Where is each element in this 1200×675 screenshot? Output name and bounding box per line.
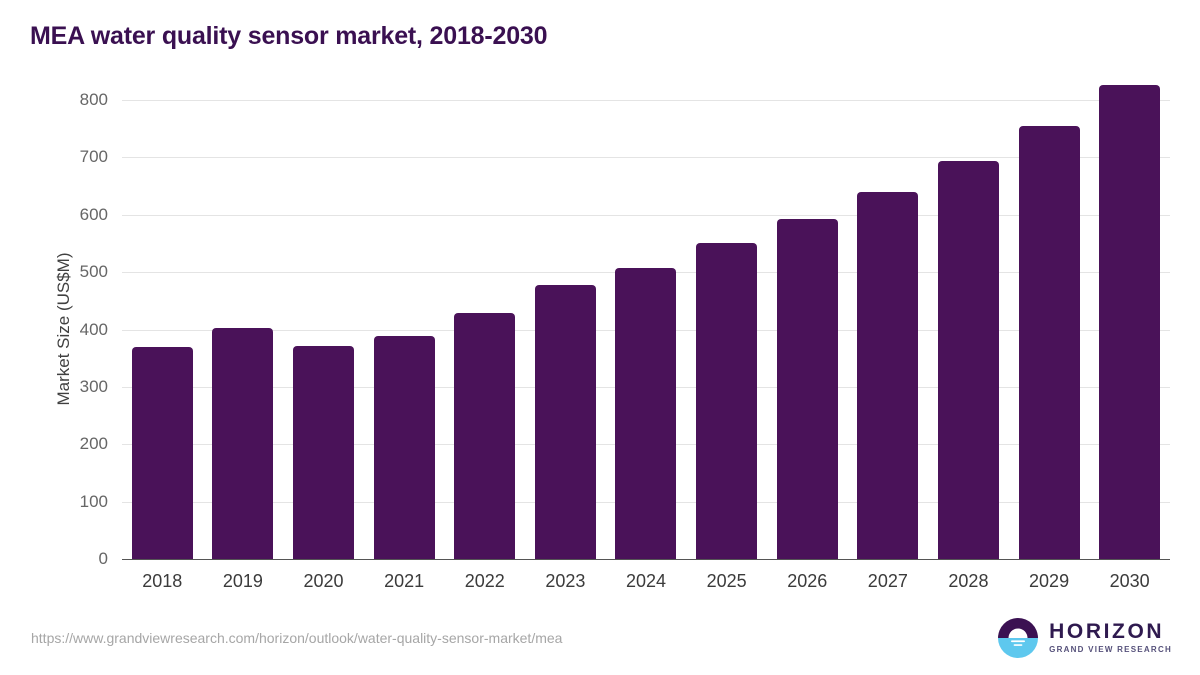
- bar[interactable]: [534, 285, 596, 559]
- bar[interactable]: [937, 161, 999, 559]
- x-tick-label: 2029: [1029, 571, 1070, 591]
- bar[interactable]: [776, 219, 838, 559]
- bar[interactable]: [212, 328, 274, 559]
- x-tick-label: 2024: [625, 571, 667, 591]
- bar-group: 2025: [686, 100, 767, 591]
- bar-group: 2018: [122, 100, 203, 591]
- gridline: [122, 215, 1170, 216]
- bar-group: 2023: [525, 100, 606, 591]
- x-tick-label: 2025: [706, 571, 747, 591]
- bar[interactable]: [373, 336, 435, 559]
- horizon-logo-icon: [998, 618, 1039, 658]
- y-tick-label: 300: [79, 377, 108, 396]
- x-axis-line: [122, 559, 1170, 560]
- bar-group: 2028: [928, 100, 1009, 591]
- logo-text-block: HORIZON GRAND VIEW RESEARCH: [1049, 621, 1172, 655]
- x-tick-label: 2028: [948, 571, 989, 591]
- bar[interactable]: [131, 347, 193, 559]
- y-tick-label: 700: [79, 147, 108, 166]
- bar-group: 2022: [444, 100, 525, 591]
- bar-group: 2020: [283, 100, 364, 591]
- plot-area: Market Size (US$M) 0 100 200 300 400 500 600 70…: [54, 85, 1170, 591]
- y-tick-label: 600: [79, 205, 108, 224]
- bar[interactable]: [857, 192, 919, 559]
- bar[interactable]: [1018, 126, 1080, 559]
- bar-group: 2027: [848, 100, 929, 591]
- y-axis-title: Market Size (US$M): [54, 251, 73, 406]
- x-tick-label: 2030: [1109, 571, 1150, 591]
- bar-group: 2019: [203, 100, 284, 591]
- y-tick-label: 800: [79, 90, 108, 109]
- bar-group: 2021: [364, 100, 445, 591]
- bar[interactable]: [454, 313, 516, 559]
- gridline: [122, 100, 1170, 101]
- x-tick-label: 2021: [384, 571, 425, 591]
- x-tick-label: 2018: [142, 571, 183, 591]
- page-title: MEA water quality sensor market, 2018-20…: [30, 22, 548, 50]
- x-tick-label: 2020: [303, 571, 344, 591]
- source-url[interactable]: https://www.grandviewresearch.com/horizo…: [31, 630, 563, 646]
- bar[interactable]: [696, 243, 758, 559]
- x-tick-label: 2027: [867, 571, 908, 591]
- bar-group: 2029: [1009, 100, 1090, 591]
- bar[interactable]: [293, 346, 355, 559]
- x-tick-label: 2022: [464, 571, 505, 591]
- y-tick-label: 100: [79, 492, 108, 511]
- gridline: [122, 157, 1170, 158]
- logo-wordmark: HORIZON: [1049, 620, 1165, 644]
- horizon-logo: HORIZON GRAND VIEW RESEARCH: [998, 616, 1172, 660]
- y-tick-label: 200: [79, 434, 108, 453]
- bar[interactable]: [1099, 85, 1161, 559]
- x-tick-label: 2019: [222, 571, 263, 591]
- bar-group: 2024: [606, 100, 687, 591]
- x-tick-label: 2026: [787, 571, 828, 591]
- x-tick-label: 2023: [545, 571, 586, 591]
- bar-group: 2030: [1089, 85, 1170, 591]
- y-tick-label: 500: [79, 262, 108, 281]
- bar[interactable]: [615, 268, 677, 559]
- y-tick-label: 0: [98, 549, 108, 568]
- bar-group: 2026: [767, 100, 848, 591]
- y-tick-label: 400: [79, 320, 108, 339]
- logo-subtitle: GRAND VIEW RESEARCH: [1049, 645, 1172, 655]
- bars-layer: 2018 2019 2020 2021 2022 2023 2024 2025 2026 2027…: [122, 85, 1170, 591]
